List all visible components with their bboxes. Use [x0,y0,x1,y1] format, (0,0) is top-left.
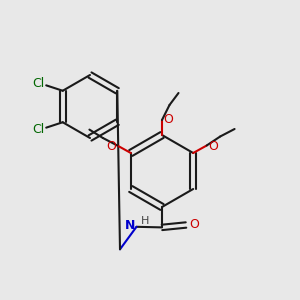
Text: O: O [208,140,218,154]
Text: H: H [140,216,149,226]
Text: N: N [124,219,135,232]
Text: O: O [190,218,200,232]
Text: Cl: Cl [32,77,45,90]
Text: O: O [106,140,116,154]
Text: Cl: Cl [32,123,45,136]
Text: O: O [164,113,173,127]
